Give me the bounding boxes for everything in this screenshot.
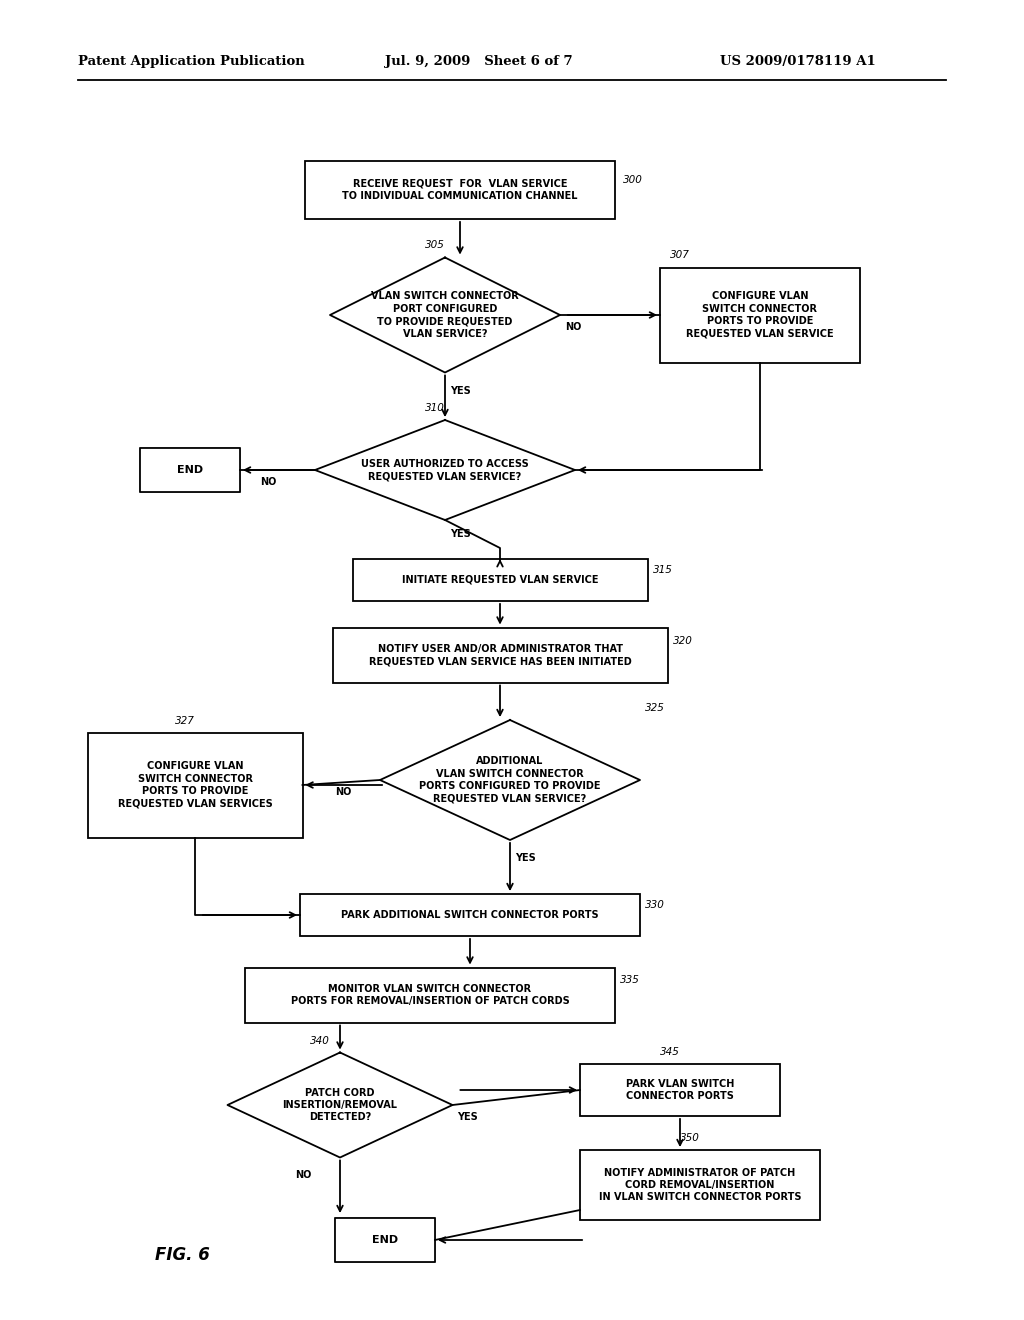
Text: 345: 345 — [660, 1047, 680, 1057]
FancyBboxPatch shape — [580, 1064, 780, 1115]
Text: 330: 330 — [645, 900, 665, 909]
Text: USER AUTHORIZED TO ACCESS
REQUESTED VLAN SERVICE?: USER AUTHORIZED TO ACCESS REQUESTED VLAN… — [361, 459, 528, 482]
Text: 327: 327 — [175, 715, 195, 726]
Text: 315: 315 — [652, 565, 673, 576]
Text: 320: 320 — [673, 636, 692, 645]
Polygon shape — [315, 420, 575, 520]
FancyBboxPatch shape — [580, 1150, 820, 1220]
Text: 300: 300 — [623, 176, 643, 185]
FancyBboxPatch shape — [352, 558, 647, 601]
Text: NO: NO — [295, 1171, 311, 1180]
Text: Patent Application Publication: Patent Application Publication — [78, 55, 305, 69]
Text: FIG. 6: FIG. 6 — [155, 1246, 210, 1265]
Text: YES: YES — [450, 385, 471, 396]
Text: NOTIFY ADMINISTRATOR OF PATCH
CORD REMOVAL/INSERTION
IN VLAN SWITCH CONNECTOR PO: NOTIFY ADMINISTRATOR OF PATCH CORD REMOV… — [599, 1168, 801, 1203]
Text: YES: YES — [458, 1111, 478, 1122]
Text: 310: 310 — [425, 403, 444, 413]
FancyBboxPatch shape — [660, 268, 860, 363]
FancyBboxPatch shape — [300, 894, 640, 936]
Text: NO: NO — [565, 322, 582, 333]
FancyBboxPatch shape — [335, 1218, 435, 1262]
FancyBboxPatch shape — [333, 627, 668, 682]
Text: NO: NO — [335, 787, 351, 797]
Text: 305: 305 — [425, 240, 444, 251]
Text: MONITOR VLAN SWITCH CONNECTOR
PORTS FOR REMOVAL/INSERTION OF PATCH CORDS: MONITOR VLAN SWITCH CONNECTOR PORTS FOR … — [291, 983, 569, 1006]
Text: END: END — [372, 1236, 398, 1245]
Text: END: END — [177, 465, 203, 475]
Text: CONFIGURE VLAN
SWITCH CONNECTOR
PORTS TO PROVIDE
REQUESTED VLAN SERVICES: CONFIGURE VLAN SWITCH CONNECTOR PORTS TO… — [118, 762, 272, 809]
Text: 335: 335 — [620, 975, 640, 985]
Text: 325: 325 — [645, 704, 665, 713]
Polygon shape — [227, 1052, 453, 1158]
Text: PARK VLAN SWITCH
CONNECTOR PORTS: PARK VLAN SWITCH CONNECTOR PORTS — [626, 1078, 734, 1101]
FancyBboxPatch shape — [305, 161, 615, 219]
Text: NOTIFY USER AND/OR ADMINISTRATOR THAT
REQUESTED VLAN SERVICE HAS BEEN INITIATED: NOTIFY USER AND/OR ADMINISTRATOR THAT RE… — [369, 644, 632, 667]
Text: 350: 350 — [680, 1133, 699, 1143]
Text: YES: YES — [515, 853, 536, 863]
Text: PATCH CORD
INSERTION/REMOVAL
DETECTED?: PATCH CORD INSERTION/REMOVAL DETECTED? — [283, 1088, 397, 1122]
FancyBboxPatch shape — [87, 733, 302, 837]
Text: US 2009/0178119 A1: US 2009/0178119 A1 — [720, 55, 876, 69]
Text: YES: YES — [450, 529, 471, 539]
Text: VLAN SWITCH CONNECTOR
PORT CONFIGURED
TO PROVIDE REQUESTED
VLAN SERVICE?: VLAN SWITCH CONNECTOR PORT CONFIGURED TO… — [371, 292, 519, 339]
FancyBboxPatch shape — [245, 968, 615, 1023]
Text: 307: 307 — [670, 251, 690, 260]
Text: RECEIVE REQUEST  FOR  VLAN SERVICE
TO INDIVIDUAL COMMUNICATION CHANNEL: RECEIVE REQUEST FOR VLAN SERVICE TO INDI… — [342, 178, 578, 201]
FancyBboxPatch shape — [140, 447, 240, 492]
Text: CONFIGURE VLAN
SWITCH CONNECTOR
PORTS TO PROVIDE
REQUESTED VLAN SERVICE: CONFIGURE VLAN SWITCH CONNECTOR PORTS TO… — [686, 292, 834, 339]
Text: ADDITIONAL
VLAN SWITCH CONNECTOR
PORTS CONFIGURED TO PROVIDE
REQUESTED VLAN SERV: ADDITIONAL VLAN SWITCH CONNECTOR PORTS C… — [419, 756, 601, 804]
Text: Jul. 9, 2009   Sheet 6 of 7: Jul. 9, 2009 Sheet 6 of 7 — [385, 55, 572, 69]
Text: NO: NO — [260, 477, 276, 487]
Text: PARK ADDITIONAL SWITCH CONNECTOR PORTS: PARK ADDITIONAL SWITCH CONNECTOR PORTS — [341, 909, 599, 920]
Polygon shape — [330, 257, 560, 372]
Text: 340: 340 — [310, 1035, 330, 1045]
Polygon shape — [380, 719, 640, 840]
Text: INITIATE REQUESTED VLAN SERVICE: INITIATE REQUESTED VLAN SERVICE — [401, 576, 598, 585]
